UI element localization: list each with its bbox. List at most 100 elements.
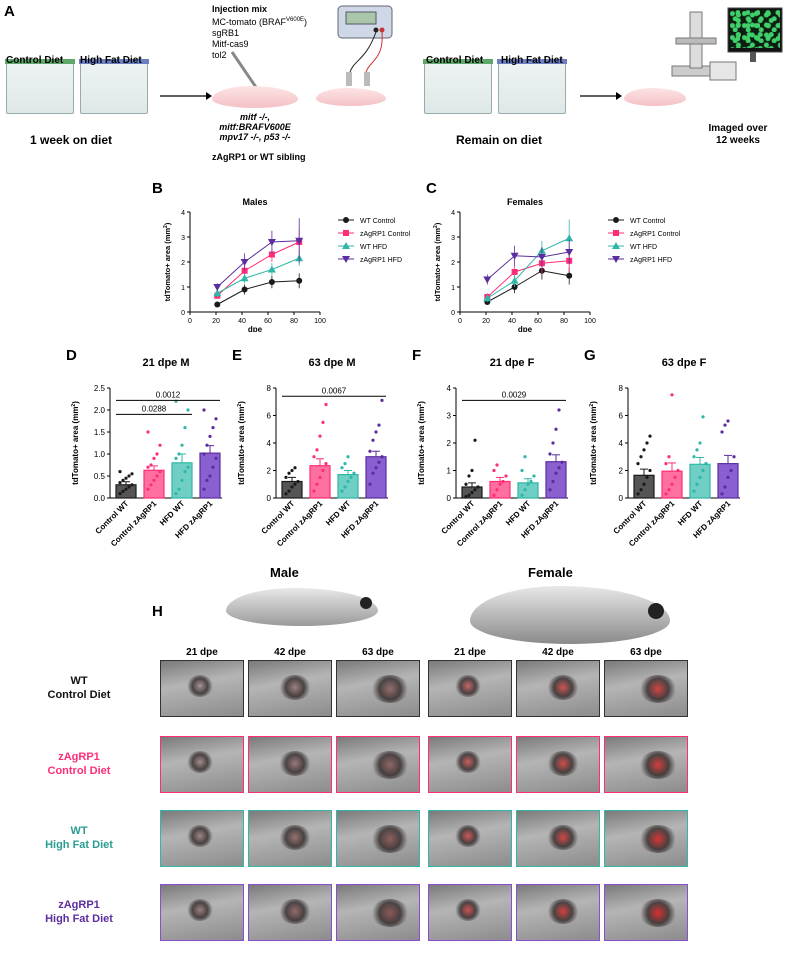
melanoma-region — [187, 751, 213, 773]
braf-close: ) — [304, 17, 308, 27]
data-point — [324, 402, 328, 407]
bar — [115, 484, 137, 499]
control-diet-label-2: Control Diet — [426, 55, 484, 66]
data-point — [318, 434, 322, 438]
green-cells-image — [730, 10, 780, 48]
row-label: WT High Fat Diet — [4, 824, 154, 852]
y-tick-label: 2 — [267, 467, 272, 476]
panel-label-e: E — [232, 347, 243, 364]
data-point — [152, 478, 156, 482]
data-point — [380, 398, 384, 402]
data-point — [214, 456, 218, 460]
series-line — [486, 251, 570, 280]
melanoma-region — [455, 899, 481, 921]
data-point — [720, 430, 724, 434]
data-point — [495, 463, 499, 467]
data-point — [324, 462, 328, 466]
data-point — [202, 408, 206, 412]
data-point — [346, 455, 350, 459]
x-tick-label: 20 — [482, 318, 490, 325]
data-point — [483, 276, 492, 284]
bar — [365, 456, 387, 499]
y-tick-label: 0 — [619, 494, 624, 503]
legend-marker — [343, 217, 349, 223]
male-title: Male — [270, 565, 299, 580]
data-point — [467, 474, 471, 478]
data-point — [723, 423, 727, 427]
timepoint-label: 63 dpe — [362, 647, 394, 658]
x-tick-label: HFD WT — [324, 499, 352, 527]
female-fish-image — [470, 586, 670, 644]
data-point — [551, 479, 555, 484]
data-point — [526, 482, 530, 486]
data-point — [664, 462, 668, 466]
data-point — [554, 427, 558, 431]
melanoma-region — [547, 825, 579, 850]
data-point — [520, 468, 524, 473]
braf-superscript: V600E — [286, 17, 305, 23]
timepoint-label: 42 dpe — [542, 647, 574, 658]
data-point — [371, 438, 375, 442]
series-line — [487, 237, 570, 299]
data-point — [548, 452, 552, 456]
x-tick-label: 100 — [314, 318, 326, 325]
p-value-label: 0.0029 — [502, 390, 527, 399]
data-point — [566, 272, 573, 279]
data-point — [664, 492, 668, 496]
timepoint-label: 42 dpe — [274, 647, 306, 658]
data-point — [557, 408, 561, 412]
male-fish-image — [226, 588, 378, 626]
data-point — [695, 448, 699, 452]
data-point — [492, 468, 496, 473]
melanoma-region — [547, 899, 579, 924]
chart-title: Males — [242, 197, 267, 207]
melanoma-region — [279, 675, 311, 700]
y-axis-label: tdTomato+ area (mm2) — [417, 401, 426, 485]
data-point — [315, 482, 319, 486]
row-label: zAgRP1 Control Diet — [4, 750, 154, 778]
hfd-tank-2 — [497, 59, 567, 114]
y-tick-label: 2 — [451, 260, 455, 267]
data-point — [321, 420, 325, 424]
chart-title: 63 dpe F — [662, 357, 707, 369]
melanoma-region — [547, 675, 579, 700]
data-point — [495, 488, 499, 492]
row-label-line-2: High Fat Diet — [45, 913, 113, 925]
data-point — [208, 434, 212, 438]
series-line — [216, 240, 300, 288]
data-point — [523, 455, 527, 459]
data-point — [183, 426, 187, 430]
y-axis-label: tdTomato+ area (mm2) — [71, 401, 80, 485]
data-point — [673, 475, 677, 479]
data-point — [267, 265, 276, 273]
data-point — [213, 284, 222, 291]
data-point — [529, 479, 533, 484]
data-point — [205, 443, 209, 447]
data-point — [380, 455, 384, 459]
data-point — [501, 479, 505, 484]
data-point — [267, 239, 276, 246]
bar — [143, 469, 165, 499]
y-tick-label: 1 — [181, 285, 185, 292]
data-point — [523, 488, 527, 492]
y-tick-label: 0.5 — [94, 472, 106, 481]
data-point — [639, 488, 643, 492]
data-point — [492, 493, 496, 497]
data-point — [639, 455, 643, 459]
y-tick-label: 0 — [447, 494, 452, 503]
fish-image-tile — [516, 736, 600, 793]
x-tick-label: 80 — [290, 318, 298, 325]
chart-title: 63 dpe M — [308, 357, 355, 369]
panel-label-h: H — [152, 603, 163, 620]
y-tick-label: 2 — [181, 260, 185, 267]
y-tick-label: 4 — [451, 210, 455, 217]
row-label-line-1: WT — [70, 675, 88, 687]
genotype-line-3: mpv17 -/-, p53 -/- — [219, 132, 291, 142]
chart-title: 21 dpe F — [490, 357, 535, 369]
data-point — [557, 466, 561, 470]
row-label-line-2: Control Diet — [47, 765, 111, 777]
legend-marker — [613, 230, 619, 236]
panel-label-c: C — [426, 180, 437, 197]
data-point — [374, 430, 378, 434]
